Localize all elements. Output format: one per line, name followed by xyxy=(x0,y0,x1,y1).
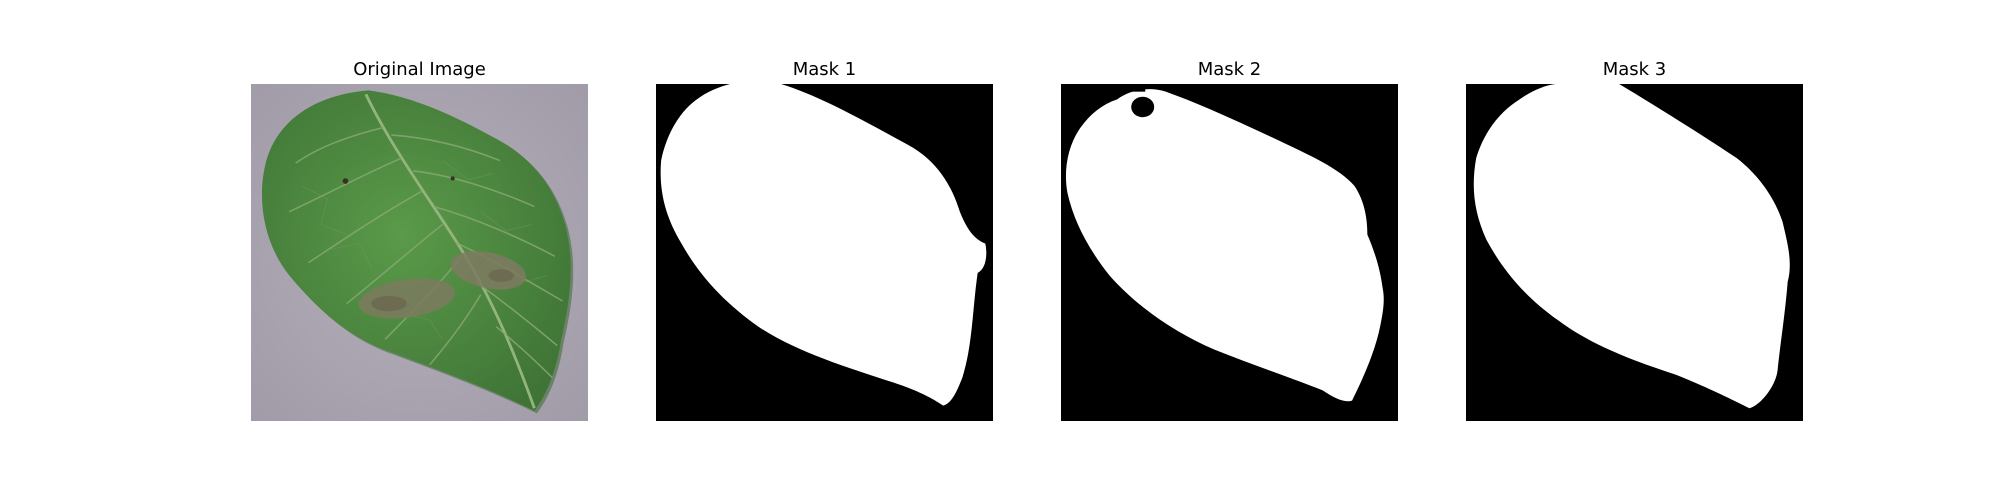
panel-title: Mask 1 xyxy=(792,59,857,80)
mask-1-image xyxy=(656,84,993,421)
mask-3-image xyxy=(1466,84,1803,421)
panel-title: Mask 3 xyxy=(1602,59,1667,80)
mask-2-image xyxy=(1061,84,1398,421)
leaf-photo xyxy=(251,84,588,421)
panel-title: Original Image xyxy=(353,59,486,80)
panel-title: Mask 2 xyxy=(1197,59,1262,80)
